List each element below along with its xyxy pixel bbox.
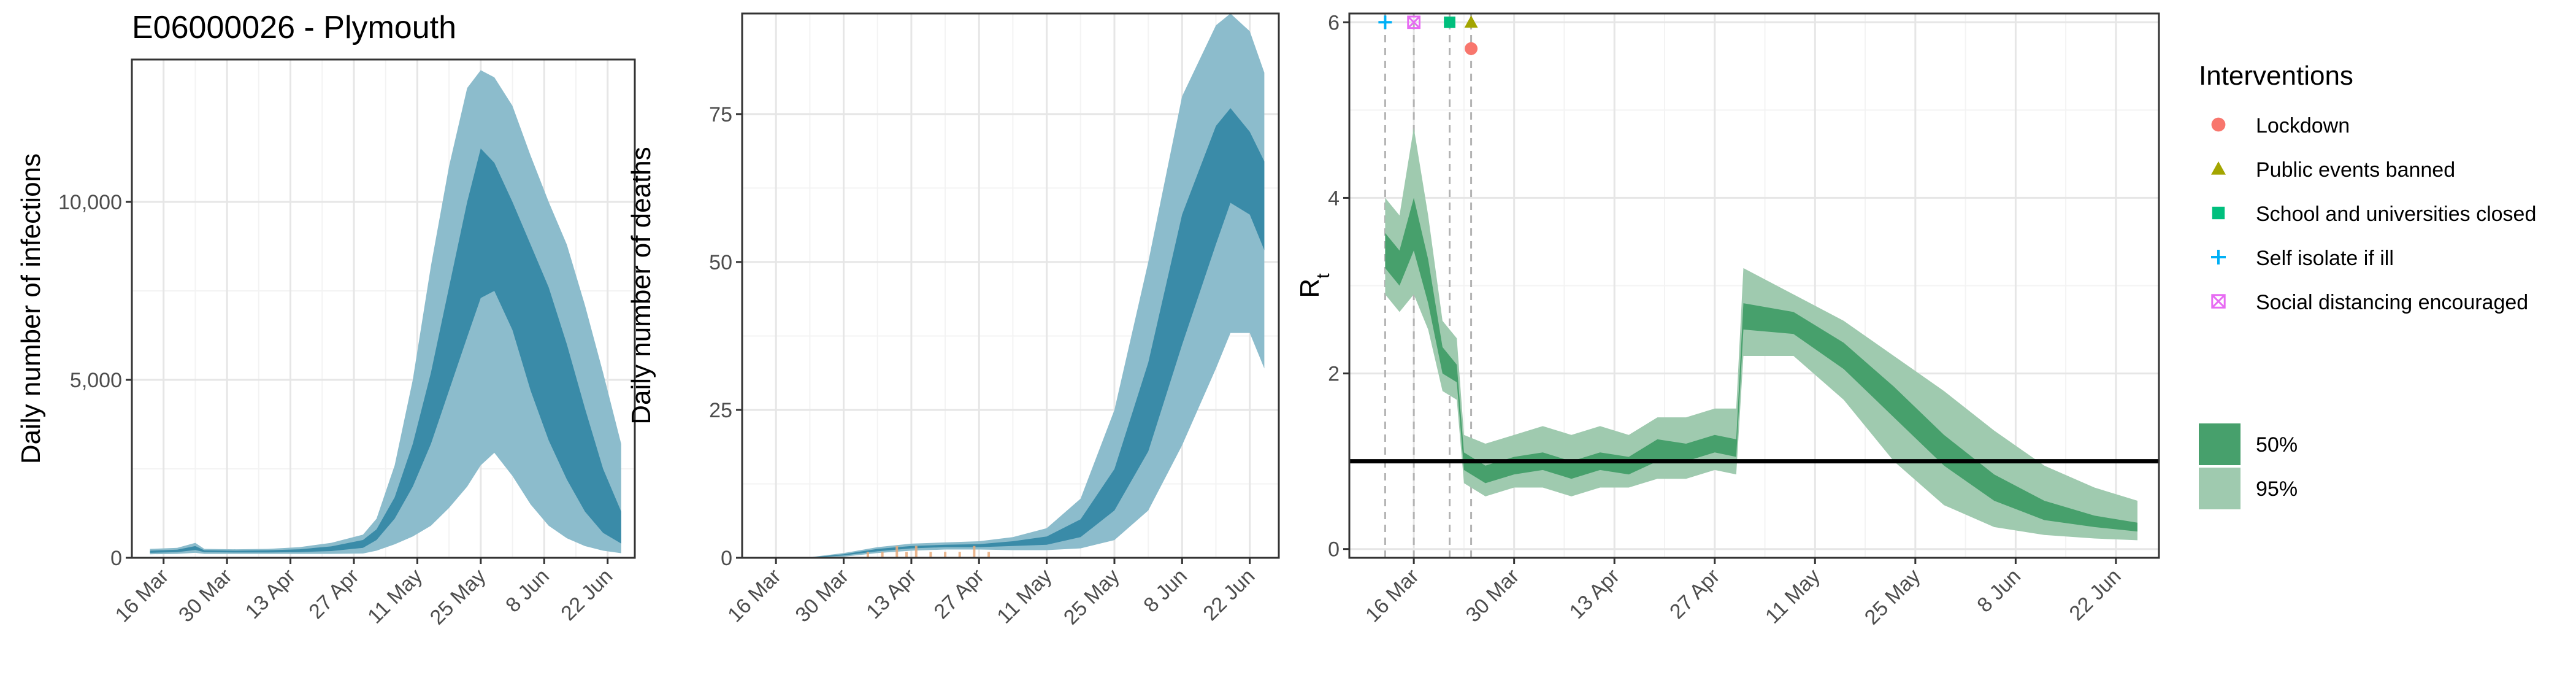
- x-tick-label: 16 Mar: [111, 565, 174, 627]
- ribbon-50pct: [1385, 198, 2137, 532]
- legend-key-triangle: [2211, 161, 2226, 175]
- legend-key-square-cross: [2211, 294, 2226, 309]
- intervention-marker: [1465, 42, 1478, 55]
- legend-ci-key: [2199, 468, 2241, 509]
- legend-key-circle: [2211, 117, 2226, 132]
- panel-border: [131, 58, 636, 559]
- legend-key-plus: [2211, 250, 2226, 264]
- x-tick-label: 8 Jun: [1139, 565, 1192, 617]
- x-tick-label: 25 May: [1059, 565, 1124, 630]
- intervention-marker: [1407, 15, 1420, 29]
- x-tick-label: 22 Jun: [1198, 565, 1259, 625]
- observed-death-bar: [914, 546, 918, 558]
- y-tick-label: 50: [709, 251, 732, 274]
- x-tick-label: 13 Apr: [862, 565, 921, 623]
- y-tick-label: 4: [1328, 187, 1340, 210]
- legend-item-label: Public events banned: [2256, 158, 2455, 182]
- x-tick-label: 30 Mar: [791, 565, 853, 627]
- legend-ci-key: [2199, 423, 2241, 465]
- legend-ci-label: 95%: [2256, 477, 2298, 501]
- legend-ci-label: 50%: [2256, 433, 2298, 457]
- observed-death-bar: [944, 552, 947, 558]
- x-tick-label: 11 May: [992, 565, 1056, 628]
- ribbon-95pct: [1385, 128, 2137, 541]
- panel-border: [1348, 12, 2160, 559]
- x-tick-label: 25 May: [1860, 565, 1925, 630]
- intervention-marker: [1464, 15, 1478, 28]
- x-tick-label: 25 May: [426, 565, 491, 630]
- panel-deaths: 0 25 50 75 16 Mar 30 Mar 13 Apr 27 Apr 11 May 25 …: [626, 12, 1280, 630]
- x-tick-label: 11 May: [363, 565, 427, 628]
- y-tick-label: 5,000: [70, 369, 122, 392]
- x-tick-label: 13 Apr: [241, 565, 300, 623]
- x-tick-label: 8 Jun: [1972, 565, 2025, 617]
- y-tick-label: 2: [1328, 363, 1340, 386]
- legend-item-label: Self isolate if ill: [2256, 247, 2394, 270]
- observed-death-bar: [973, 546, 976, 558]
- ribbon-50pct: [150, 149, 621, 553]
- legend-title: Interventions: [2199, 61, 2353, 91]
- x-tick-label: 30 Mar: [174, 565, 237, 627]
- x-tick-label: 16 Mar: [1361, 565, 1424, 627]
- intervention-marker: [1444, 16, 1455, 28]
- y-axis-title: Daily number of deaths: [626, 147, 656, 424]
- x-tick-label: 13 Apr: [1565, 565, 1623, 623]
- x-tick-label: 22 Jun: [556, 565, 617, 625]
- observed-death-bar: [929, 552, 932, 558]
- x-tick-label: 16 Mar: [723, 565, 786, 627]
- legend-key-square: [2212, 206, 2225, 220]
- y-tick-label: 0: [110, 547, 122, 570]
- x-tick-label: 27 Apr: [304, 565, 363, 623]
- x-tick-label: 22 Jun: [2065, 565, 2126, 625]
- legend: Interventions Lockdown Public events banne…: [2199, 61, 2536, 509]
- y-tick-label: 25: [709, 399, 732, 422]
- ribbon-50pct: [761, 108, 1265, 558]
- observed-death-bar: [866, 552, 869, 558]
- y-tick-label: 75: [709, 103, 732, 126]
- x-tick-label: 11 May: [1761, 565, 1825, 628]
- y-axis-title: Daily number of infections: [16, 153, 46, 464]
- x-tick-label: 8 Jun: [501, 565, 554, 617]
- y-axis-title: Rt: [1295, 273, 1333, 298]
- legend-item-label: Social distancing encouraged: [2256, 291, 2528, 314]
- intervention-marker: [1378, 15, 1392, 29]
- x-tick-label: 27 Apr: [930, 565, 989, 623]
- panel-rt: 0 2 4 6 16 Mar 30 Mar 13 Apr 27 Apr 11 May 25 May…: [1295, 11, 2160, 630]
- x-tick-label: 27 Apr: [1665, 565, 1724, 623]
- y-tick-label: 10,000: [58, 191, 122, 214]
- panel-infections: 0 5,000 10,000 16 Mar 30 Mar 13 Apr 27 Apr 11 M…: [16, 58, 636, 630]
- observed-death-bar: [987, 552, 991, 558]
- legend-item-label: Lockdown: [2256, 114, 2350, 137]
- figure-title: E06000026 - Plymouth: [132, 10, 456, 45]
- y-axis-title-subscript: t: [1313, 273, 1333, 279]
- y-tick-label: 6: [1328, 11, 1340, 34]
- observed-death-bar: [895, 546, 899, 558]
- legend-item-label: School and universities closed: [2256, 203, 2536, 226]
- y-tick-label: 0: [1328, 538, 1340, 561]
- observed-death-bar: [958, 552, 961, 558]
- observed-death-bar: [905, 552, 908, 558]
- panel-border: [741, 12, 1280, 559]
- observed-death-bar: [881, 552, 884, 558]
- y-tick-label: 0: [721, 547, 732, 570]
- x-tick-label: 30 Mar: [1462, 565, 1524, 627]
